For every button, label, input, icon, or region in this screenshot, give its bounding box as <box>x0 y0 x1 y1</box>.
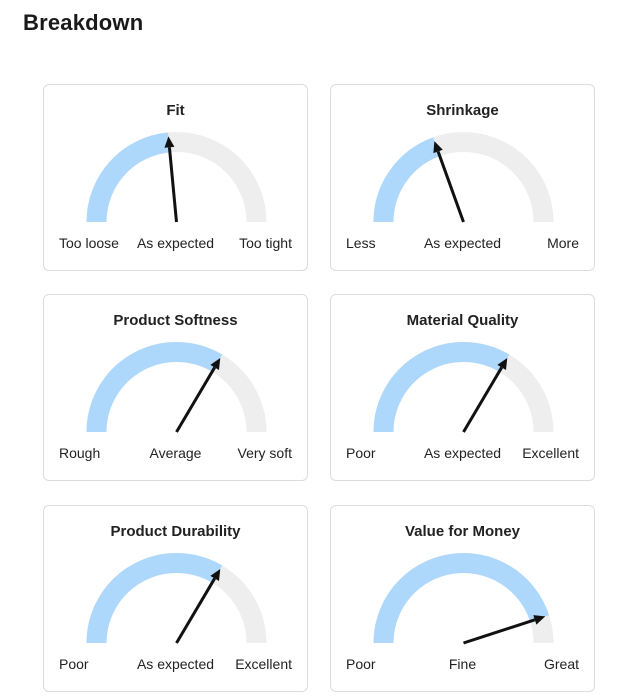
gauge-max-label: Great <box>543 656 579 672</box>
gauge-max-label: Too tight <box>239 235 292 251</box>
fit-gauge <box>86 132 267 223</box>
material-quality-rating-card: Material Quality Poor As expected Excell… <box>330 294 595 481</box>
fit-rating-card: Fit Too loose As expected Too tight <box>43 84 308 271</box>
card-title: Product Softness <box>113 312 238 329</box>
product-softness-rating-card: Product Softness Rough Average Very soft <box>43 294 308 481</box>
material-quality-gauge <box>373 342 554 433</box>
gauge-needle <box>175 568 221 644</box>
gauge-min-label: Rough <box>59 445 101 461</box>
card-title: Shrinkage <box>426 102 499 119</box>
product-softness-gauge <box>86 342 267 433</box>
gauge-needle <box>462 357 508 433</box>
gauge-min-label: Poor <box>346 445 376 461</box>
value-for-money-gauge <box>373 553 554 645</box>
shrinkage-rating-card: Shrinkage Less As expected More <box>330 84 595 271</box>
gauge-mid-label: Fine <box>448 656 477 672</box>
gauge-max-label: More <box>547 235 579 251</box>
gauge-fill <box>373 342 510 433</box>
shrinkage-gauge <box>373 132 554 223</box>
gauge-needle <box>463 615 546 645</box>
gauge-fill <box>373 553 550 644</box>
gauge-mid-label: As expected <box>136 656 215 672</box>
gauge-min-label: Poor <box>346 656 376 672</box>
gauge-needle <box>164 136 178 223</box>
gauge-max-label: Very soft <box>237 445 292 461</box>
gauge-needle <box>175 357 221 433</box>
gauge-min-label: Less <box>346 235 376 251</box>
gauge-mid-label: As expected <box>423 235 502 251</box>
gauge-max-label: Excellent <box>522 445 579 461</box>
product-durability-gauge <box>86 553 267 644</box>
card-title: Material Quality <box>406 312 519 329</box>
gauge-min-label: Poor <box>59 656 89 672</box>
gauge-max-label: Excellent <box>235 656 292 672</box>
gauge-mid-label: As expected <box>136 235 215 251</box>
gauge-fill <box>373 137 441 223</box>
gauge-fill <box>86 342 223 433</box>
gauge-fill <box>86 553 223 644</box>
gauge-mid-label: Average <box>149 445 202 461</box>
gauge-needle <box>433 141 465 223</box>
product-durability-rating-card: Product Durability Poor As expected Exce… <box>43 505 308 692</box>
card-title: Value for Money <box>404 523 521 540</box>
gauge-mid-label: As expected <box>423 445 502 461</box>
value-for-money-rating-card: Value for Money Poor Fine Great <box>330 505 595 692</box>
gauge-min-label: Too loose <box>59 235 119 251</box>
gauge-fill <box>86 132 171 223</box>
card-title: Product Durability <box>110 523 241 540</box>
page-title: Breakdown <box>23 10 144 35</box>
card-title: Fit <box>166 102 185 119</box>
